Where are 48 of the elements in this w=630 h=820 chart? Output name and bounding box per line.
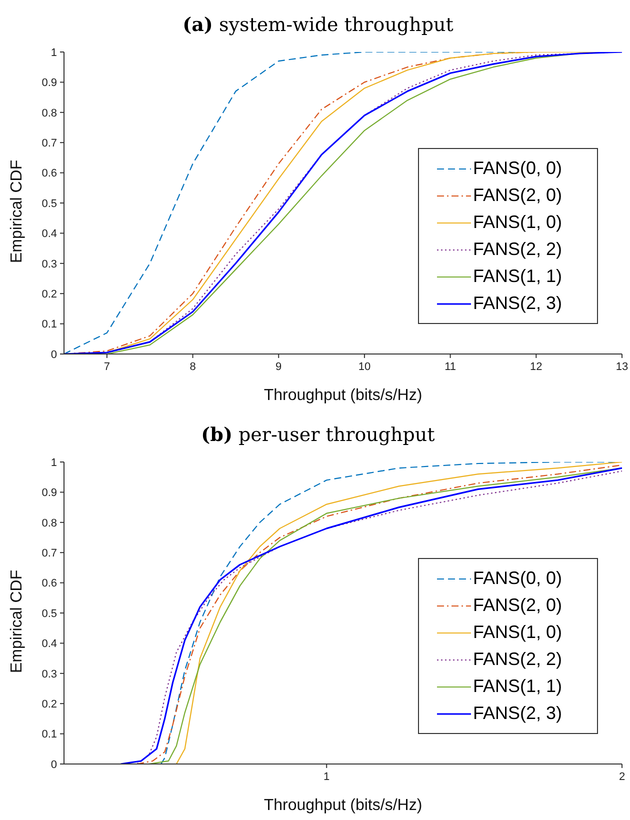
- x-axis-title: Throughput (bits/s/Hz): [264, 797, 422, 814]
- legend-label: FANS(0, 0): [473, 568, 562, 589]
- x-tick-label: 9: [276, 360, 282, 373]
- y-tick-label: 0.6: [42, 578, 57, 590]
- y-tick-label: 0.2: [42, 288, 57, 301]
- legend-label: FANS(1, 1): [473, 266, 562, 287]
- x-axis-title: Throughput (bits/s/Hz): [264, 387, 422, 404]
- legend-label: FANS(2, 2): [473, 649, 562, 670]
- y-tick-label: 0.9: [42, 487, 57, 500]
- y-tick-label: 0.3: [42, 668, 57, 680]
- y-tick-label: 0.8: [42, 517, 57, 530]
- y-tick-label: 0.4: [42, 638, 57, 650]
- x-tick-label: 13: [616, 360, 628, 373]
- y-tick-label: 1: [50, 46, 57, 59]
- x-tick-label: 12: [530, 360, 542, 373]
- legend-label: FANS(1, 1): [473, 676, 562, 697]
- x-tick-label: 11: [444, 360, 456, 373]
- x-tick-label: 8: [190, 360, 196, 373]
- legend-label: FANS(1, 0): [473, 212, 562, 233]
- x-tick-label: 2: [618, 770, 626, 783]
- y-tick-label: 0.8: [42, 107, 57, 120]
- legend-label: FANS(2, 2): [473, 239, 562, 260]
- y-axis-title: Empirical CDF: [8, 160, 26, 263]
- legend-label: FANS(2, 3): [473, 703, 562, 724]
- y-tick-label: 0.7: [42, 138, 57, 150]
- legend-label: FANS(2, 3): [473, 293, 562, 314]
- y-tick-label: 0.2: [42, 698, 57, 711]
- y-tick-label: 0.3: [42, 258, 57, 270]
- chart-title: (a) system-wide throughput: [182, 13, 454, 38]
- y-tick-label: 0.4: [42, 228, 57, 240]
- legend-label: FANS(0, 0): [473, 158, 562, 179]
- y-tick-label: 0.6: [42, 168, 57, 180]
- legend-label: FANS(2, 0): [473, 185, 562, 206]
- y-tick-label: 0: [50, 348, 57, 361]
- y-tick-label: 0.1: [42, 318, 57, 331]
- y-tick-label: 0.1: [42, 728, 57, 741]
- x-tick-label: 7: [104, 360, 110, 373]
- x-tick-label: 10: [358, 360, 371, 373]
- y-tick-label: 0.5: [42, 608, 57, 620]
- y-tick-label: 0: [50, 758, 57, 771]
- legend-label: FANS(1, 0): [473, 622, 562, 643]
- y-tick-label: 0.9: [42, 77, 57, 90]
- legend-label: FANS(2, 0): [473, 595, 562, 616]
- y-axis-title: Empirical CDF: [8, 570, 26, 673]
- y-tick-label: 1: [50, 456, 57, 469]
- y-tick-label: 0.5: [42, 198, 57, 210]
- chart-title: (b) per-user throughput: [200, 423, 436, 448]
- y-tick-label: 0.7: [42, 548, 57, 560]
